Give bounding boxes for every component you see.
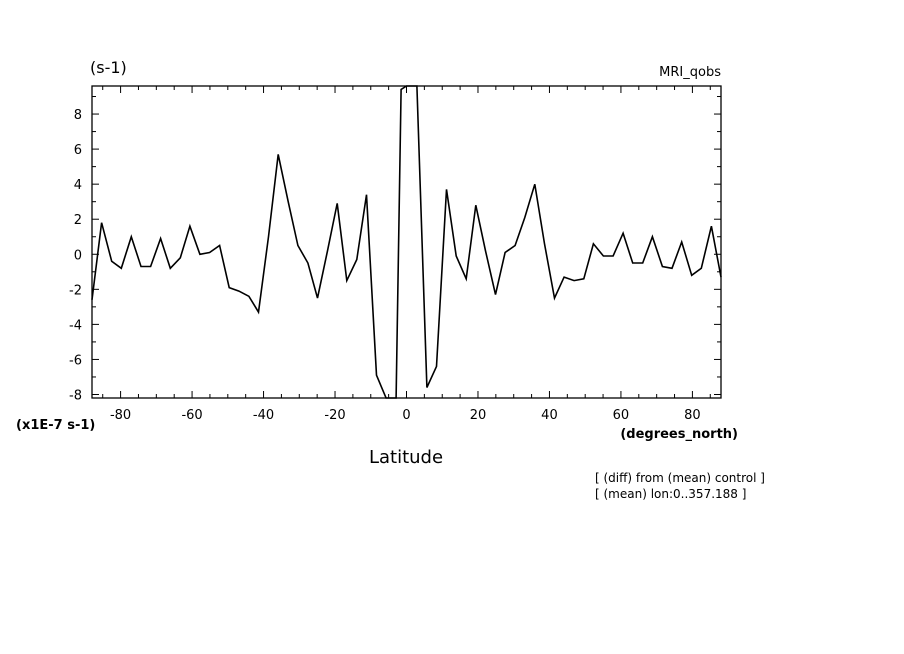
units-top: (s-1) [90,58,127,77]
x-tick-label: -40 [253,408,274,423]
x-tick-label: -60 [181,408,202,423]
x-tick-label: -80 [110,408,131,423]
y-tick-label: 4 [74,178,82,193]
x-tick-label: 40 [541,408,558,423]
x-tick-label: 80 [684,408,701,423]
y-tick-label: 0 [74,248,82,263]
data-series [91,85,722,399]
x-tick-label: 60 [613,408,630,423]
x-axis-label: Latitude [369,447,443,468]
y-tick-label: 6 [74,143,82,158]
plot-frame [91,85,722,399]
units-multiplier: (x1E-7 s-1) [16,418,95,433]
x-axis-ticks: -80 -60 -40 -20 0 20 40 60 80 [102,86,711,423]
series-line [91,85,722,399]
y-tick-label: -8 [69,388,82,403]
y-tick-label: -6 [69,353,82,368]
y-tick-label: 2 [74,213,82,228]
x-axis-units: (degrees_north) [620,427,738,442]
x-tick-label: -20 [324,408,345,423]
y-tick-label: 8 [74,108,82,123]
chart-title: MRI_qobs [659,65,721,80]
note-diff: [ (diff) from (mean) control ] [595,471,765,485]
y-tick-label: -2 [69,283,82,298]
y-tick-label: -4 [69,318,82,333]
x-tick-label: 20 [470,408,487,423]
y-axis-ticks: -8 -6 -4 -2 0 2 4 6 8 [69,96,721,403]
x-tick-label: 0 [402,408,410,423]
note-mean: [ (mean) lon:0..357.188 ] [595,487,746,501]
